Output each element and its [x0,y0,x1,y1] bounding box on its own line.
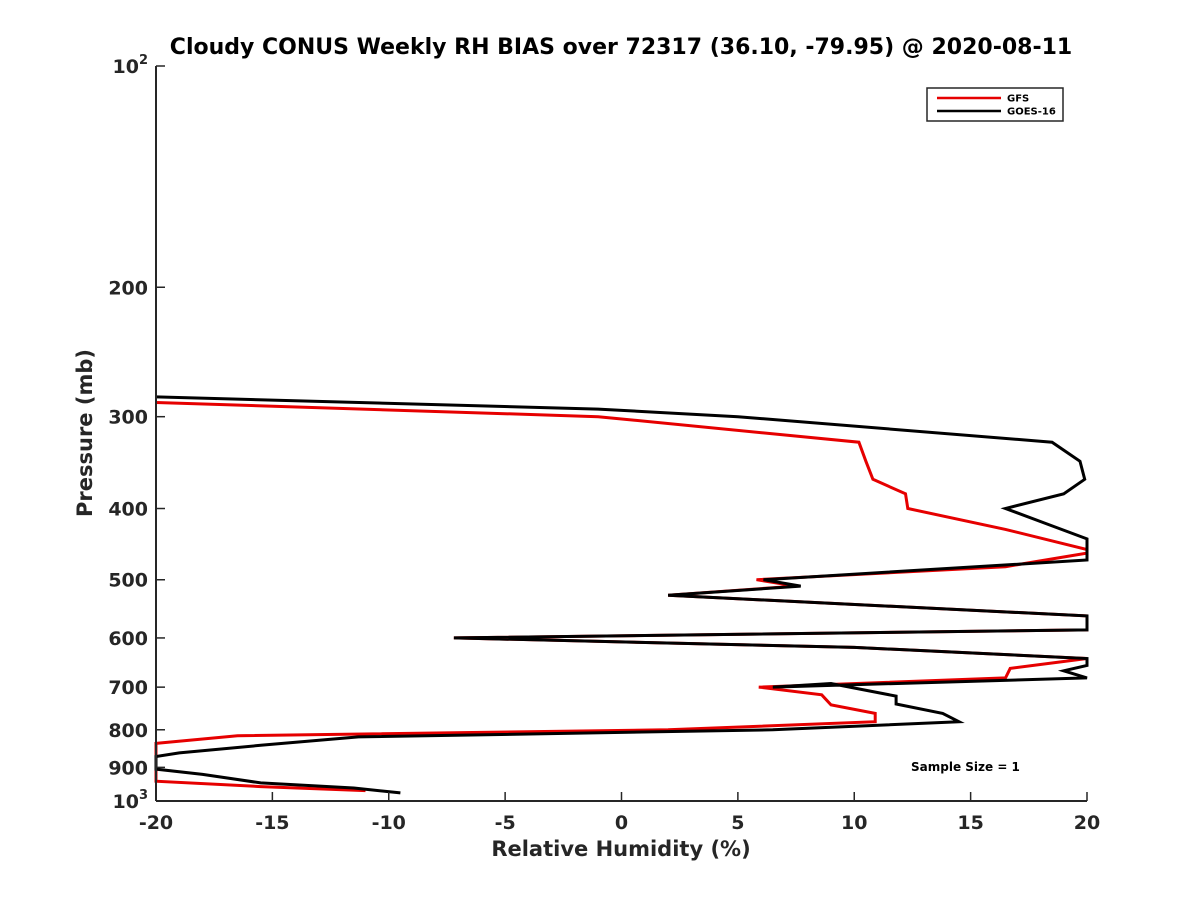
y-ticks: 102 200 300 400 500 600 700 800 900 103 [108,53,165,813]
sample-size-annotation: Sample Size = 1 [911,760,1020,774]
x-tick-label: -5 [495,812,516,834]
x-tick-label: -10 [372,812,406,834]
chart-title: Cloudy CONUS Weekly RH BIAS over 72317 (… [170,35,1072,60]
y-tick-label: 102 [113,53,149,78]
x-tick-label: 15 [957,812,983,834]
y-tick-label: 900 [108,757,148,779]
y-tick-label: 600 [108,628,148,650]
y-tick-label: 103 [113,788,149,813]
series-line-goes-16 [154,395,1089,795]
y-tick-label: 500 [108,570,148,592]
y-tick-label: 800 [108,720,148,742]
legend-label-gfs: GFS [1007,94,1029,105]
x-tick-label: -15 [255,812,289,834]
y-tick-label: 300 [108,407,148,429]
x-axis-label: Relative Humidity (%) [491,837,750,861]
x-ticks: -20 -15 -10 -5 0 5 10 15 20 [139,792,1100,834]
x-tick-label: -20 [139,812,173,834]
legend-box [926,87,1064,122]
y-tick-label: 700 [108,677,148,699]
legend: GFS GOES-16 [926,87,1064,122]
x-tick-label: 5 [731,812,744,834]
x-tick-label: 10 [841,812,867,834]
y-tick-label: 400 [108,499,148,521]
x-tick-label: 20 [1074,812,1100,834]
legend-label-goes16: GOES-16 [1007,107,1056,118]
y-axis-label: Pressure (mb) [73,349,97,517]
y-tick-label: 200 [108,277,148,299]
series-layer [154,395,1089,795]
x-tick-label: 0 [615,812,628,834]
